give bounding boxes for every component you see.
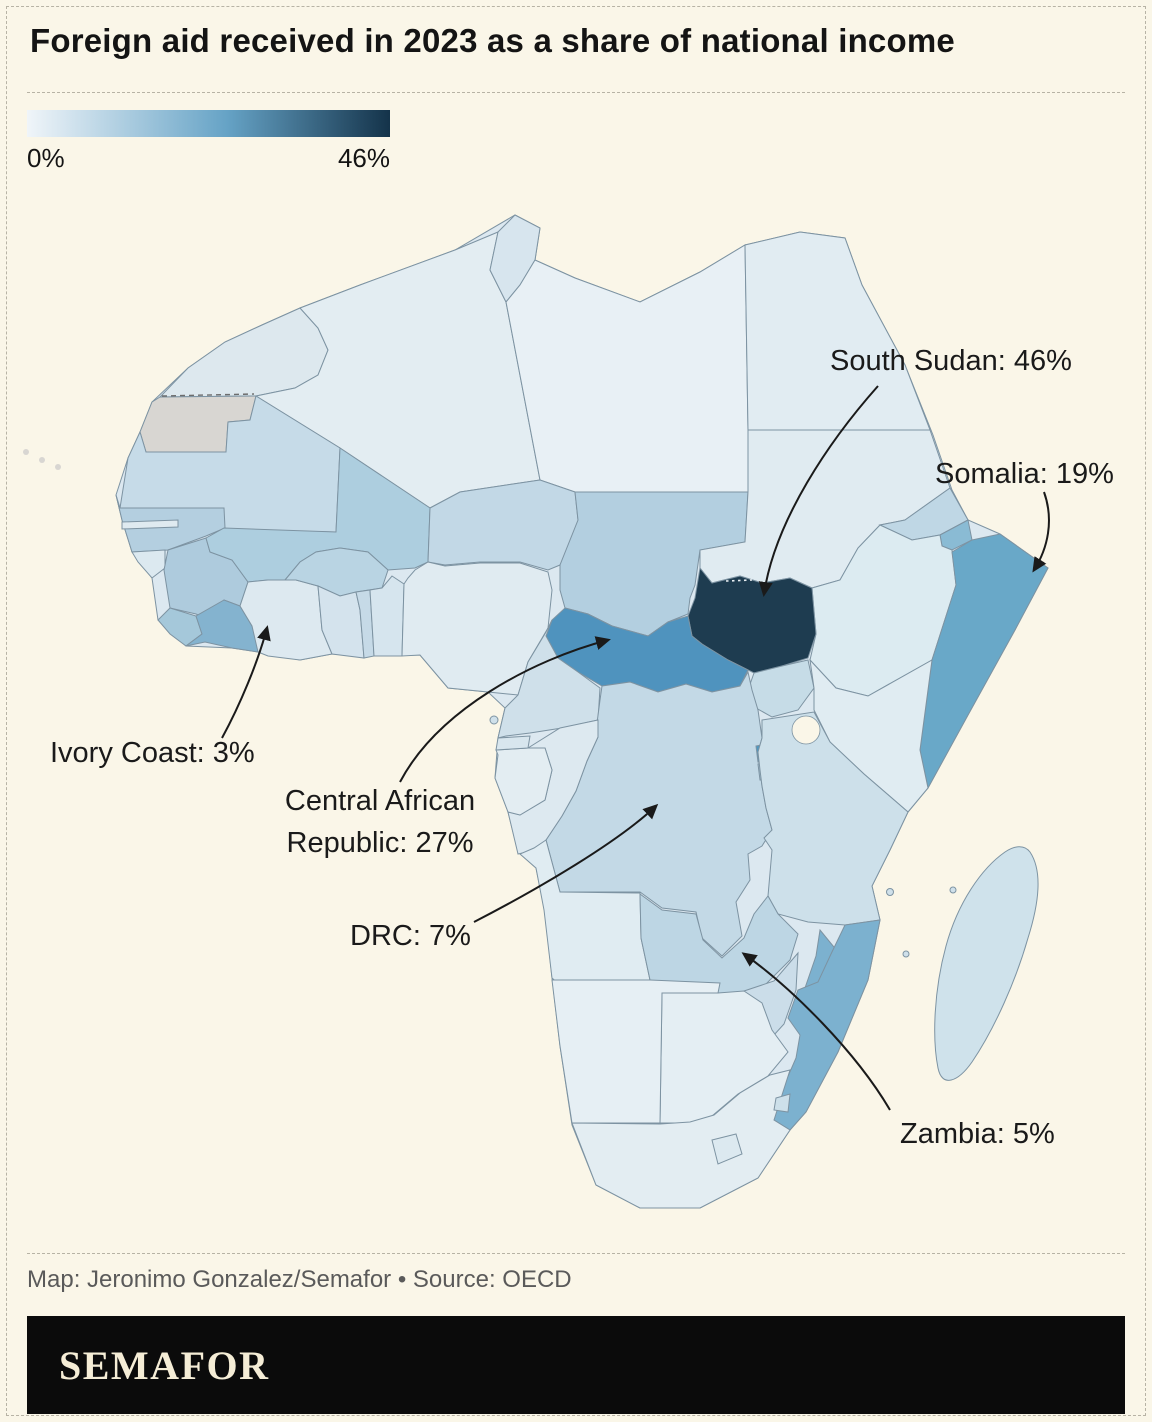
canary-island-icon [55,464,61,470]
zanzibar-island [886,888,894,896]
western-sahara-dashed-border [161,393,255,397]
country-somalia [919,533,1049,790]
car-label-line1: Central African [285,785,475,817]
country-burkina-faso [283,547,389,597]
comoros-island [902,950,910,958]
country-nigeria [401,561,553,696]
somalia-label: Somalia: 19% [935,458,1114,490]
zambia-label: Zambia: 5% [900,1118,1055,1150]
footer-bar: SEMAFOR [27,1316,1125,1414]
island-dot [949,886,957,894]
credits-line: Map: Jeronimo Gonzalez/Semafor • Source:… [27,1266,572,1293]
canary-island-icon [39,457,45,463]
canary-island-icon [23,449,29,455]
title-separator [27,92,1125,93]
africa-map: South Sudan: 46% Somalia: 19% Ivory Coas… [0,190,1152,1290]
country-namibia [551,979,721,1124]
country-eswatini [773,1093,791,1113]
country-kenya [809,658,933,813]
zambia-arrow [741,952,891,1111]
somalia-arrow [1032,491,1050,573]
country-equatorial-guinea [495,735,531,751]
semafor-logo: SEMAFOR [59,1342,270,1388]
drc-label: DRC: 7% [350,920,471,952]
drc-arrow [473,803,659,923]
country-lesotho [711,1133,743,1165]
credits-separator [27,1253,1125,1254]
south-sudan-label: South Sudan: 46% [830,345,1072,377]
country-south-africa [571,1069,791,1209]
car-label-line2: Republic: 27% [287,827,474,859]
country-gabon [494,747,553,816]
africa-choropleth-svg: South Sudan: 46% Somalia: 19% Ivory Coas… [23,214,1114,1209]
country-gambia [121,519,179,530]
bioko-island [489,715,499,725]
color-legend: 0% 46% [27,110,390,174]
country-togo [355,589,375,659]
legend-max-label: 46% [337,143,390,173]
legend-gradient-bar [27,110,390,137]
ivory-coast-label: Ivory Coast: 3% [50,737,255,769]
country-madagascar [934,846,1039,1081]
lake-victoria [791,715,821,745]
abyei-dashed-border [725,579,753,582]
ivory-coast-arrow [221,625,271,739]
country-guinea-bissau [131,549,166,579]
country-libya [505,244,749,493]
legend-min-label: 0% [27,143,65,173]
south-sudan-arrow [758,385,879,597]
page-title: Foreign aid received in 2023 as a share … [30,22,955,59]
car-arrow [399,636,611,783]
country-egypt [744,231,931,431]
